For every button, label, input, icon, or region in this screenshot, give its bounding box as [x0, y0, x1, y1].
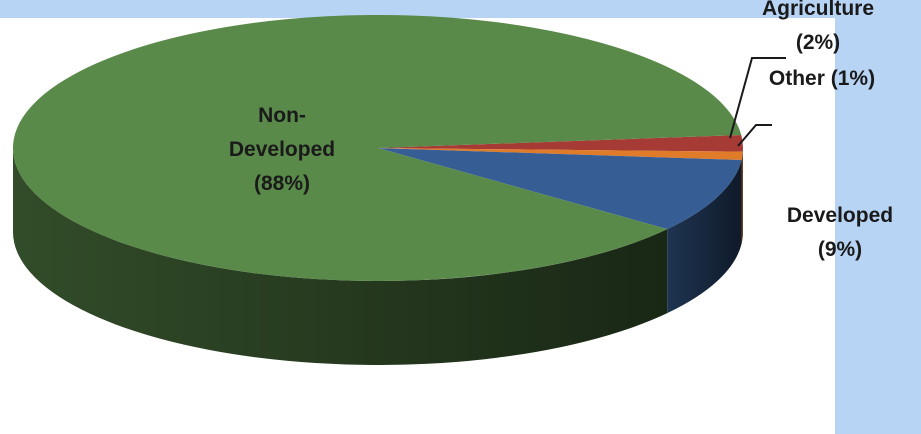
slice-label-line: Agriculture	[762, 0, 874, 20]
pie-side-wall	[667, 160, 742, 314]
slice-label-line: (88%)	[254, 172, 310, 195]
pie-slice	[12, 15, 742, 282]
slice-label-line: Developed	[229, 138, 335, 161]
pie-side-wall	[741, 151, 743, 245]
label-leader-line	[737, 124, 772, 147]
label-leader-line	[729, 57, 786, 139]
slice-label-line: Non-	[258, 104, 306, 127]
pie-slice	[378, 148, 743, 161]
slice-label-line: Developed	[787, 204, 893, 227]
slice-label-line: (2%)	[796, 31, 840, 54]
slice-label: Other (1%)	[769, 67, 875, 90]
slice-label-line: Other (1%)	[769, 67, 875, 90]
background-band-top	[0, 0, 921, 18]
pie-slice	[378, 148, 742, 230]
pie-side-wall	[13, 148, 668, 366]
pie-slice	[378, 134, 744, 152]
slice-label: Non- Developed (88%)	[229, 104, 335, 195]
background-band-right	[835, 0, 921, 434]
slice-label: Agriculture (2%)	[762, 0, 874, 54]
slice-label: Developed (9%)	[787, 204, 893, 261]
slice-label-line: (9%)	[818, 238, 862, 261]
